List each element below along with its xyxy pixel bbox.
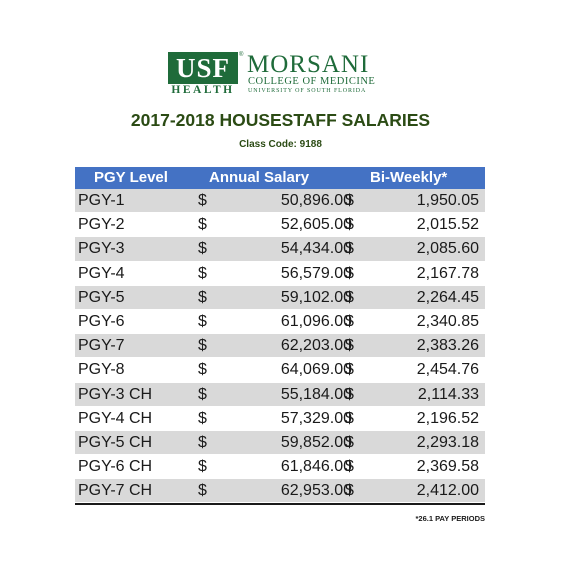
biweekly-currency-cell: $: [345, 264, 354, 282]
biweekly-currency-cell: $: [345, 458, 354, 476]
table-row: PGY-5 CH $59,852.00 $2,293.18: [75, 430, 485, 456]
pgy-level-cell: PGY-6 CH: [78, 458, 153, 476]
pgy-level-cell: PGY-5 CH: [78, 433, 153, 451]
table-row: PGY-4 CH $57,329.00 $2,196.52: [75, 406, 485, 431]
annual-salary-cell: 59,102.00: [280, 288, 352, 306]
biweekly-currency-cell: $: [345, 385, 354, 403]
table-row: PGY-1 $50,896.00 $1,950.05: [75, 189, 485, 214]
table-row: PGY-4 $56,579.00 $2,167.78: [75, 261, 485, 286]
annual-currency-cell: $: [198, 216, 207, 234]
table-body: PGY-1 $50,896.00 $1,950.05 PGY-2 $52,605.00 $…: [75, 189, 485, 504]
table-row: PGY-3 $54,434.00 $2,085.60: [75, 237, 485, 262]
biweekly-currency-cell: $: [345, 288, 354, 306]
table-row: PGY-6 CH $61,846.00 $2,369.58: [75, 455, 485, 480]
biweekly-cell: 2,114.33: [417, 385, 479, 403]
header-annual-salary: Annual Salary: [209, 169, 310, 186]
pgy-level-cell: PGY-3: [78, 240, 125, 258]
annual-salary-cell: 55,184.00: [280, 385, 352, 403]
annual-salary-cell: 61,096.00: [280, 312, 352, 330]
pgy-level-cell: PGY-3 CH: [78, 385, 153, 403]
biweekly-currency-cell: $: [345, 240, 354, 258]
biweekly-currency-cell: $: [345, 312, 354, 330]
table-row: PGY-7 $62,203.00 $2,383.26: [75, 334, 485, 359]
annual-currency-cell: $: [198, 409, 207, 427]
biweekly-cell: 2,167.78: [416, 264, 479, 282]
annual-salary-cell: 64,069.00: [280, 361, 352, 379]
pgy-level-cell: PGY-5: [78, 288, 125, 306]
annual-currency-cell: $: [198, 337, 207, 355]
usf-wordmark: USF: [168, 52, 238, 84]
biweekly-currency-cell: $: [345, 482, 354, 500]
university-label: UNIVERSITY OF SOUTH FLORIDA: [248, 88, 367, 94]
table-row: PGY-2 $52,605.00 $2,015.52: [75, 213, 485, 238]
biweekly-cell: 2,015.52: [416, 216, 479, 234]
annual-salary-cell: 62,953.00: [280, 482, 352, 500]
salary-table: PGY Level Annual Salary Bi-Weekly* PGY-1…: [75, 167, 485, 506]
annual-salary-cell: 56,579.00: [280, 264, 352, 282]
header-pgy-level: PGY Level: [94, 169, 168, 186]
biweekly-currency-cell: $: [345, 409, 354, 427]
annual-salary-cell: 52,605.00: [280, 216, 352, 234]
annual-salary-cell: 50,896.00: [280, 192, 352, 209]
header-bi-weekly: Bi-Weekly*: [370, 169, 448, 186]
biweekly-cell: 2,340.85: [416, 312, 479, 330]
biweekly-currency-cell: $: [345, 192, 354, 209]
college-of-medicine-label: COLLEGE OF MEDICINE: [248, 76, 376, 87]
annual-currency-cell: $: [198, 264, 207, 282]
annual-salary-cell: 54,434.00: [280, 240, 352, 258]
page-title: 2017-2018 HOUSESTAFF SALARIES: [130, 110, 431, 130]
usf-health-wordmark: HEALTH: [171, 84, 235, 96]
annual-salary-cell: 62,203.00: [280, 337, 352, 355]
table-header: PGY Level Annual Salary Bi-Weekly*: [75, 167, 485, 189]
annual-currency-cell: $: [198, 385, 207, 403]
morsani-wordmark: MORSANI: [247, 51, 370, 78]
biweekly-cell: 2,454.76: [416, 361, 479, 379]
annual-currency-cell: $: [198, 312, 207, 330]
annual-currency-cell: $: [198, 192, 207, 209]
annual-salary-cell: 59,852.00: [280, 433, 352, 451]
biweekly-cell: 2,196.52: [416, 409, 479, 427]
biweekly-currency-cell: $: [345, 337, 354, 355]
annual-salary-cell: 57,329.00: [280, 409, 352, 427]
biweekly-cell: 2,383.26: [416, 337, 479, 355]
table-row: PGY-3 CH $55,184.00 $2,114.33: [75, 382, 485, 407]
table-row: PGY-6 $61,096.00 $2,340.85: [75, 309, 485, 335]
biweekly-currency-cell: $: [345, 216, 354, 234]
annual-currency-cell: $: [198, 240, 207, 258]
table-row: PGY-7 CH $62,953.00 $2,412.00: [75, 479, 485, 504]
usf-morsani-logo: USF ® HEALTH MORSANI COLLEGE OF MEDICINE…: [168, 52, 378, 96]
pgy-level-cell: PGY-7 CH: [78, 482, 153, 500]
biweekly-cell: 2,085.60: [416, 240, 479, 258]
annual-currency-cell: $: [198, 458, 207, 476]
annual-salary-cell: 61,846.00: [280, 458, 352, 476]
biweekly-cell: 2,412.00: [416, 482, 479, 500]
registered-mark: ®: [239, 52, 244, 58]
biweekly-currency-cell: $: [345, 361, 354, 379]
annual-currency-cell: $: [198, 288, 207, 306]
annual-currency-cell: $: [198, 433, 207, 451]
biweekly-currency-cell: $: [345, 433, 354, 451]
pgy-level-cell: PGY-2: [78, 216, 125, 234]
table-bottom-rule: [75, 503, 485, 506]
pgy-level-cell: PGY-6: [78, 312, 125, 330]
pgy-level-cell: PGY-7: [78, 337, 125, 355]
biweekly-cell: 2,293.18: [416, 433, 479, 451]
pgy-level-cell: PGY-4: [78, 264, 125, 282]
pay-periods-footnote: *26.1 PAY PERIODS: [415, 514, 485, 523]
annual-currency-cell: $: [198, 361, 207, 379]
biweekly-cell: 2,264.45: [416, 288, 479, 306]
table-row: PGY-8 $64,069.00 $2,454.76: [75, 358, 485, 383]
class-code: Class Code: 9188: [239, 139, 322, 150]
biweekly-cell: 1,950.05: [416, 192, 479, 209]
table-row: PGY-5 $59,102.00 $2,264.45: [75, 285, 485, 310]
pgy-level-cell: PGY-4 CH: [78, 409, 153, 427]
annual-currency-cell: $: [198, 482, 207, 500]
pgy-level-cell: PGY-8: [78, 361, 125, 379]
biweekly-cell: 2,369.58: [416, 458, 479, 476]
pgy-level-cell: PGY-1: [78, 192, 125, 209]
